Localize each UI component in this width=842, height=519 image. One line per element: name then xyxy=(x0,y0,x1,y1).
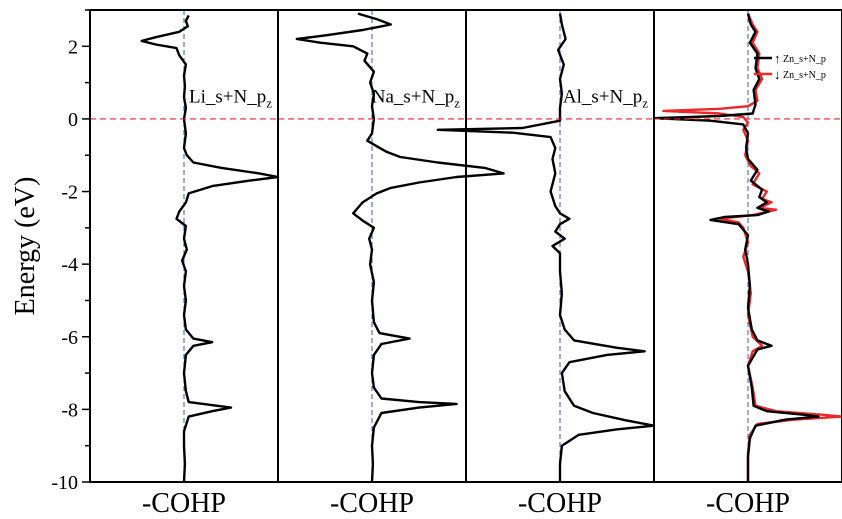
panel-label-subscript: z xyxy=(454,96,460,111)
cohp-series-line-1 xyxy=(295,12,505,483)
panel-label-subscript: z xyxy=(266,96,272,111)
y-tick-label: -2 xyxy=(61,182,78,204)
y-tick-label: 2 xyxy=(68,36,78,58)
panel-label: Na_s+N_pz xyxy=(372,87,461,111)
panel-label: Li_s+N_pz xyxy=(189,87,272,111)
cohp-panels: -COHPLi_s+N_pz-COHPNa_s+N_pz-COHPAl_s+N_… xyxy=(89,9,842,519)
y-tick-label: 0 xyxy=(68,109,78,131)
x-axis-label: -COHP xyxy=(142,488,226,519)
panel-label-main: Na_s+N_p xyxy=(372,87,455,108)
legend-label-1: Zn_s+N_p xyxy=(783,54,826,65)
y-tick-label: -4 xyxy=(61,254,78,276)
y-tick-label: -10 xyxy=(51,472,78,494)
legend-arrow-1: ↑ xyxy=(774,51,781,66)
cohp-panel-4: -COHP ↑ Zn_s+N_p↓ Zn_s+N_p xyxy=(652,9,842,519)
legend-label-2: Zn_s+N_p xyxy=(783,70,826,81)
cohp-series-line-1 xyxy=(662,13,842,482)
cohp-series-line-1 xyxy=(436,13,656,482)
legend-arrow-2: ↓ xyxy=(774,67,781,82)
panel-label: Al_s+N_pz xyxy=(563,87,648,111)
cohp-panel-1: -COHP Li_s+N_pz xyxy=(89,9,280,519)
panel-label-main: Li_s+N_p xyxy=(189,87,266,108)
y-tick-label: -6 xyxy=(61,327,78,349)
cohp-panel-2: -COHP Na_s+N_pz xyxy=(277,9,505,519)
y-tick-label: -8 xyxy=(61,399,78,421)
cohp-series-line-1 xyxy=(140,14,280,483)
x-axis-label: -COHP xyxy=(518,488,602,519)
panel-label-subscript: z xyxy=(642,96,648,111)
x-axis-label: -COHP xyxy=(330,488,414,519)
panel-label-main: Al_s+N_p xyxy=(563,87,642,108)
energy-axis: 2 0 -2 -4 -6 -8 -10 xyxy=(51,9,90,494)
y-axis-label: Energy (eV) xyxy=(10,177,41,316)
x-axis-label: -COHP xyxy=(706,488,790,519)
panel-frame xyxy=(653,9,842,483)
cohp-series-line-2 xyxy=(652,13,820,482)
